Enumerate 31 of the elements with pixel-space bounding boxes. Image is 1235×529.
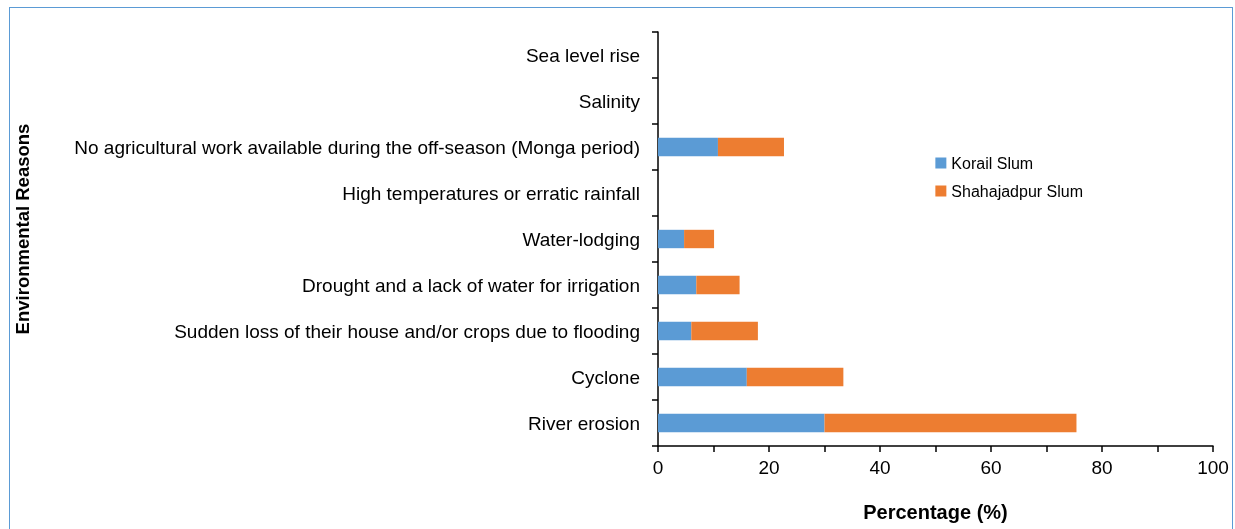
bar (658, 137, 718, 157)
x-tick-label: 40 (869, 457, 891, 478)
bar (717, 137, 784, 157)
x-tick-label: 80 (1091, 457, 1113, 478)
bar (658, 275, 697, 295)
bar (696, 275, 740, 295)
x-tick-label: 0 (652, 457, 664, 478)
bar (658, 229, 685, 249)
y-tick-label: Cyclone (571, 366, 640, 388)
legend-label: Korail Slum (951, 154, 1034, 172)
x-tick-label: 60 (980, 457, 1002, 478)
y-tick-label: Water-lodging (522, 228, 640, 250)
bar (658, 321, 692, 341)
y-tick-label: Drought and a lack of water for irrigation (302, 274, 640, 296)
bar (824, 413, 1077, 433)
bar (684, 229, 715, 249)
y-tick-label: Sudden loss of their house and/or crops due to flooding (174, 320, 640, 342)
bar (691, 321, 758, 341)
x-tick-label: 100 (1197, 457, 1229, 478)
legend-label: Shahajadpur Slum (951, 182, 1083, 200)
y-tick-label: River erosion (528, 412, 640, 434)
x-axis-title: Percentage (%) (863, 501, 1008, 523)
bar (746, 367, 844, 387)
y-tick-label: Salinity (578, 90, 641, 112)
y-tick-label: High temperatures or erratic rainfall (342, 182, 640, 204)
y-tick-label: No agricultural work available during the off-season (Monga period) (74, 136, 640, 158)
y-axis-title: Environmental Reasons (12, 123, 33, 335)
y-tick-label: Sea level rise (525, 44, 640, 66)
bar (658, 413, 825, 433)
x-tick-label: 20 (758, 457, 780, 478)
bar (658, 367, 747, 387)
